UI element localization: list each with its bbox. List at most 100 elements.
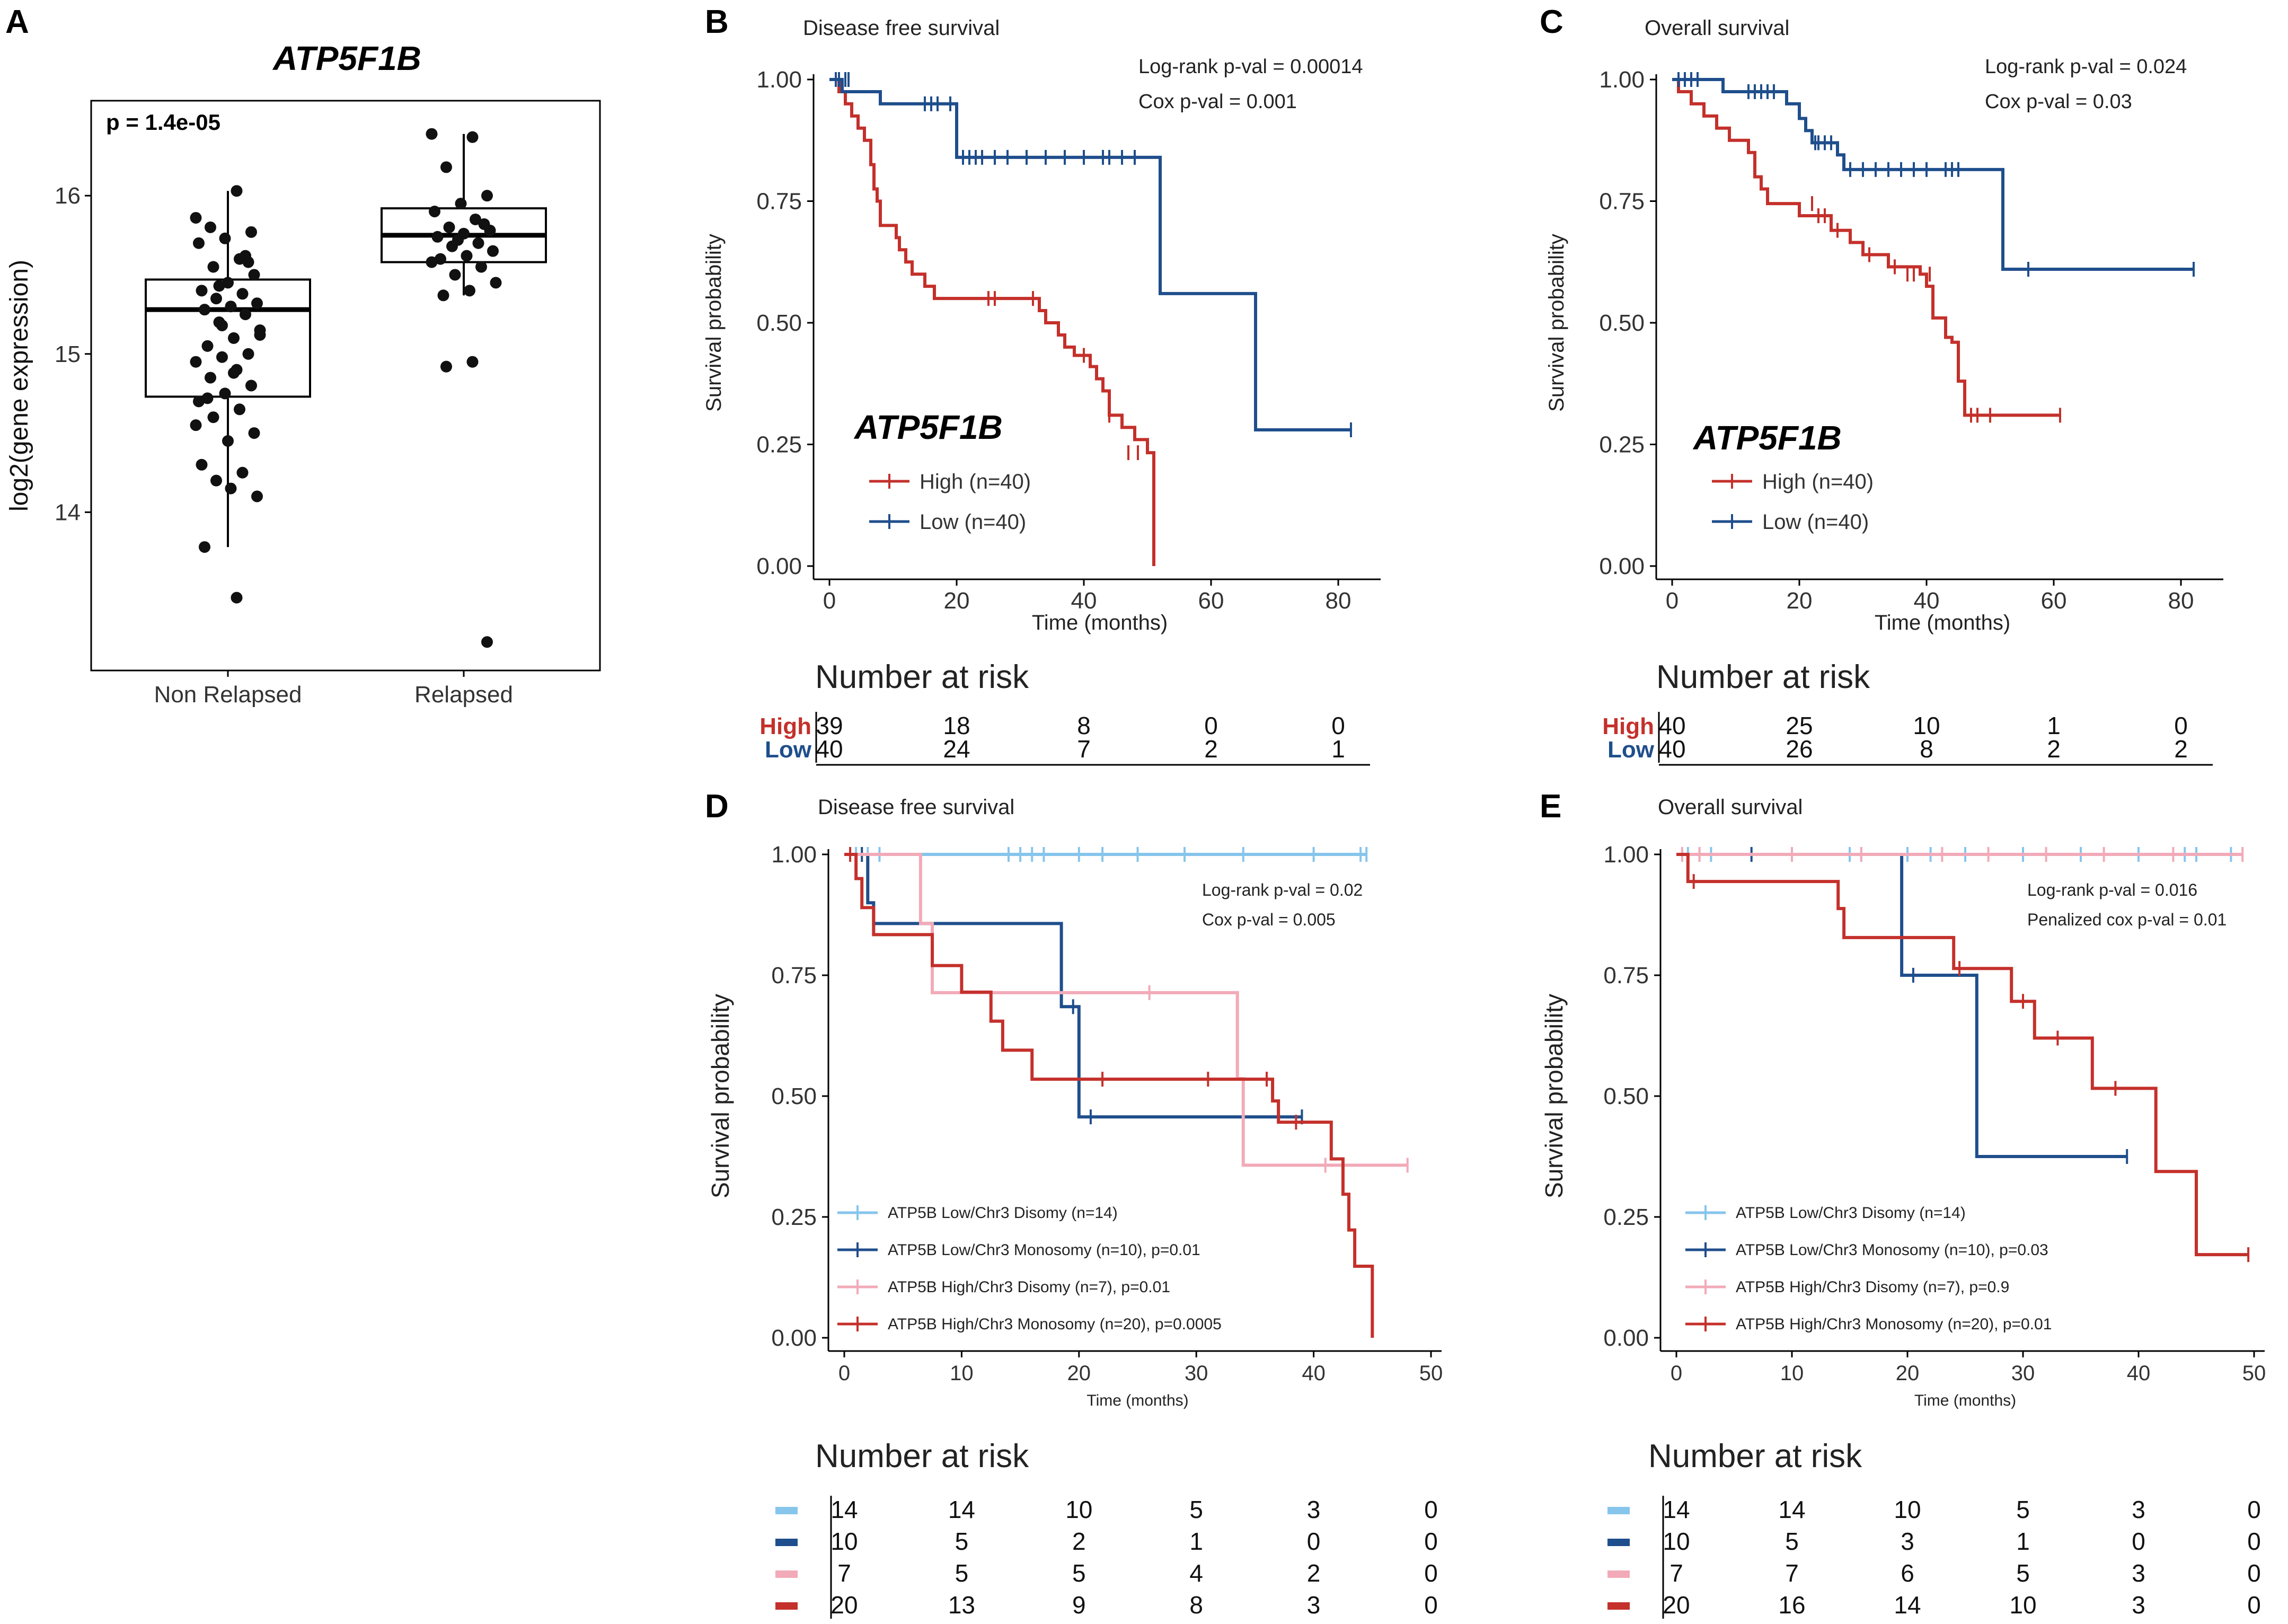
risk-value: 14 [948, 1496, 975, 1523]
risk-value: 9 [1072, 1591, 1086, 1619]
risk-value: 1 [2016, 1528, 2030, 1555]
survival-curve [1676, 853, 2127, 1158]
y-tick-label: 1.00 [1603, 842, 1649, 868]
data-point [455, 198, 467, 210]
y-axis-title: Survival probability [702, 234, 726, 412]
y-tick-label: 0.25 [1599, 432, 1645, 458]
panel-b: B Disease free survival 0.00 0.25 0.50 0.75 1.… [702, 4, 1381, 634]
legend-item: ATP5B Low/Chr3 Monosomy (n=10), p=0.03 [1685, 1241, 2048, 1259]
risk-value: 14 [1778, 1496, 1805, 1523]
legend-item: Low (n=40) [1712, 510, 1869, 534]
y-tick-label: 1.00 [1599, 67, 1645, 93]
risk-value: 0 [1424, 1591, 1438, 1619]
risk-value: 2 [2174, 735, 2188, 763]
legend-item: ATP5B High/Chr3 Monosomy (n=20), p=0.01 [1685, 1316, 2052, 1333]
series-curve [844, 847, 1374, 1338]
y-tick-label: 1.00 [771, 842, 817, 868]
legend-item: ATP5B High/Chr3 Disomy (n=7), p=0.9 [1685, 1278, 2009, 1296]
chart-title: Overall survival [1658, 796, 1803, 819]
x-tick-label: 40 [2127, 1362, 2151, 1385]
series-curve [1676, 853, 2250, 1263]
series-curve [844, 853, 1409, 1173]
data-point [216, 320, 228, 332]
chart-title: Disease free survival [818, 796, 1014, 819]
data-point [490, 277, 502, 289]
y-tick-label: 0.00 [1599, 553, 1645, 579]
data-point [487, 245, 499, 257]
y-tick-label: 15 [55, 341, 81, 367]
risk-strata-label: Low [765, 737, 812, 763]
risk-value: 16 [1778, 1591, 1805, 1619]
risk-value: 14 [1894, 1591, 1921, 1619]
risk-value: 7 [1669, 1559, 1683, 1587]
panel-a: A ATP5F1B 14 15 16 log2(gene expression) p = 1… [5, 4, 601, 708]
risk-value: 20 [1663, 1591, 1690, 1619]
risk-value: 8 [1189, 1591, 1203, 1619]
x-tick-label: 30 [1185, 1362, 1208, 1385]
y-tick-label: 0.00 [1603, 1325, 1649, 1351]
survival-curve [829, 78, 1155, 566]
legend-label: Low (n=40) [920, 510, 1026, 534]
y-tick-label: 0.00 [771, 1325, 817, 1351]
risk-value: 40 [1658, 735, 1685, 763]
data-point [440, 360, 452, 373]
legend-label: ATP5B Low/Chr3 Disomy (n=14) [888, 1204, 1118, 1222]
data-point [190, 419, 202, 431]
data-point [464, 285, 475, 297]
risk-table-title: Number at risk [815, 659, 1029, 695]
legend-label: Low (n=40) [1762, 510, 1869, 534]
data-point [481, 190, 493, 202]
risk-strata-label: Low [1607, 737, 1655, 763]
risk-value: 5 [1785, 1528, 1799, 1555]
risk-value: 7 [1077, 735, 1091, 763]
risk-value: 26 [1786, 735, 1813, 763]
data-point [219, 232, 231, 244]
chart-title: Disease free survival [803, 16, 1000, 40]
risk-value: 7 [1785, 1559, 1799, 1587]
risk-value: 13 [948, 1591, 975, 1619]
panel-letter: D [705, 788, 729, 825]
data-point [475, 261, 487, 273]
data-point [228, 367, 240, 379]
p-value: p = 1.4e-05 [106, 110, 220, 135]
data-point [472, 237, 484, 249]
risk-value: 25 [1786, 712, 1813, 739]
data-point [435, 253, 446, 265]
risk-value: 10 [1913, 712, 1940, 739]
data-point [219, 387, 231, 400]
data-point [205, 372, 216, 384]
data-point [225, 482, 237, 495]
series-curve [844, 847, 1368, 862]
data-point [190, 211, 202, 224]
series-curve [1676, 847, 2244, 862]
risk-value: 14 [831, 1496, 858, 1523]
data-point [251, 490, 263, 502]
x-tick-label: 20 [1787, 588, 1813, 614]
risk-table-title: Number at risk [815, 1438, 1029, 1475]
risk-value: 40 [1658, 712, 1685, 739]
data-point [429, 206, 440, 218]
risk-value: 3 [2132, 1496, 2145, 1523]
annotation: Penalized cox p-val = 0.01 [2027, 910, 2227, 929]
panel-letter: E [1540, 788, 1561, 825]
risk-value: 40 [816, 735, 843, 763]
risk-value: 0 [2174, 712, 2188, 739]
legend-label: ATP5B Low/Chr3 Monosomy (n=10), p=0.03 [1736, 1241, 2048, 1259]
risk-value: 20 [831, 1591, 858, 1619]
series-curve [1672, 78, 2061, 423]
risk-value: 10 [1065, 1496, 1092, 1523]
data-point [426, 256, 438, 268]
legend-label: High (n=40) [920, 470, 1031, 493]
legend-item: ATP5B High/Chr3 Disomy (n=7), p=0.01 [837, 1278, 1170, 1296]
legend-label: ATP5B High/Chr3 Monosomy (n=20), p=0.01 [1736, 1316, 2052, 1333]
x-tick-label: 50 [1419, 1362, 1443, 1385]
risk-value: 18 [943, 712, 970, 739]
data-point [207, 261, 219, 273]
series-curve [1672, 72, 2195, 277]
x-axis-title: Time (months) [1032, 611, 1168, 634]
x-tick-label: Relapsed [414, 682, 513, 708]
risk-value: 4 [1189, 1559, 1203, 1587]
data-point [236, 288, 249, 300]
x-tick-label: 20 [1896, 1362, 1920, 1385]
